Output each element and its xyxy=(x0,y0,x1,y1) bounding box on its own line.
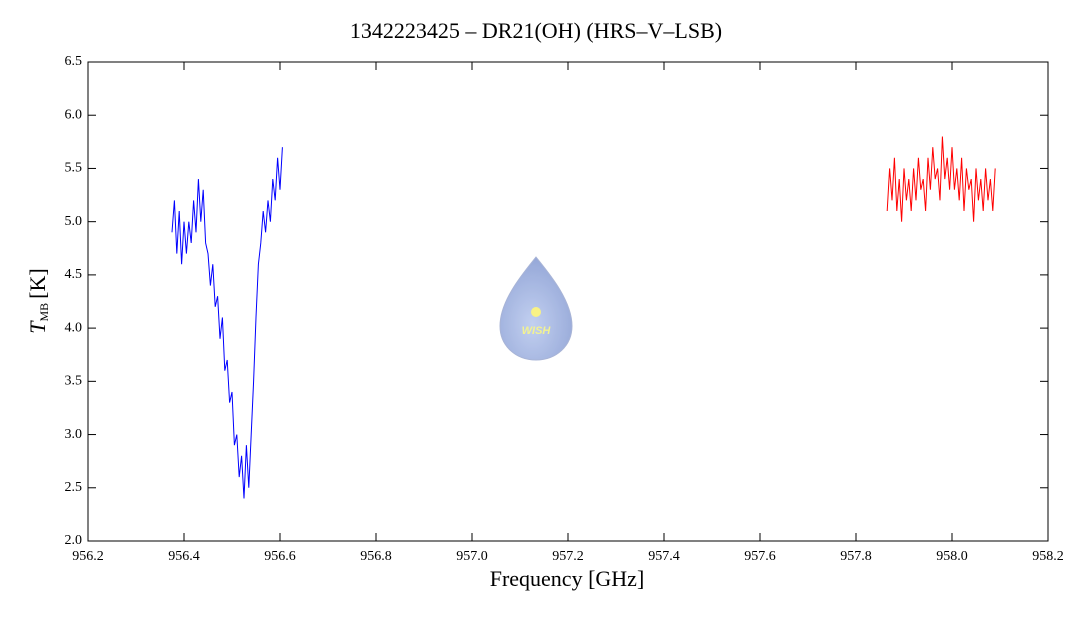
y-tick-label: 5.5 xyxy=(65,161,83,176)
y-tick-label: 4.0 xyxy=(65,320,83,335)
y-tick-label: 3.5 xyxy=(65,374,83,389)
logo-star xyxy=(531,307,541,317)
logo-text: WISH xyxy=(522,325,552,337)
y-tick-label: 2.5 xyxy=(65,480,83,495)
x-tick-label: 956.2 xyxy=(72,549,104,564)
plot-area xyxy=(171,136,996,499)
y-label-sub: MB xyxy=(37,303,51,322)
x-tick-label: 957.8 xyxy=(840,549,872,564)
x-tick-label: 957.0 xyxy=(456,549,488,564)
x-tick-label: 957.4 xyxy=(648,549,680,564)
y-tick-label: 3.0 xyxy=(65,427,83,442)
chart-title: 1342223425 – DR21(OH) (HRS–V–LSB) xyxy=(350,18,722,43)
x-tick-label: 957.2 xyxy=(552,549,584,564)
logo: WISH xyxy=(499,256,573,361)
x-tick-label: 958.2 xyxy=(1032,549,1064,564)
y-label-unit: [K] xyxy=(25,268,50,299)
spectrum-line xyxy=(171,147,283,499)
y-label-main: T xyxy=(25,320,50,334)
x-tick-label: 957.6 xyxy=(744,549,776,564)
x-axis-label: Frequency [GHz] xyxy=(490,566,645,591)
y-tick-label: 6.0 xyxy=(65,107,83,122)
spectrum-line xyxy=(886,136,996,222)
x-tick-label: 956.8 xyxy=(360,549,392,564)
plot-frame xyxy=(87,61,1049,542)
x-tick-label: 956.4 xyxy=(168,549,200,564)
y-tick-label: 5.0 xyxy=(65,214,83,229)
x-tick-label: 958.0 xyxy=(936,549,968,564)
y-tick-label: 4.5 xyxy=(65,267,83,282)
y-axis-label: TMB [K] xyxy=(25,268,51,333)
y-tick-label: 6.5 xyxy=(65,54,83,69)
x-tick-label: 956.6 xyxy=(264,549,296,564)
y-tick-label: 2.0 xyxy=(65,533,83,548)
